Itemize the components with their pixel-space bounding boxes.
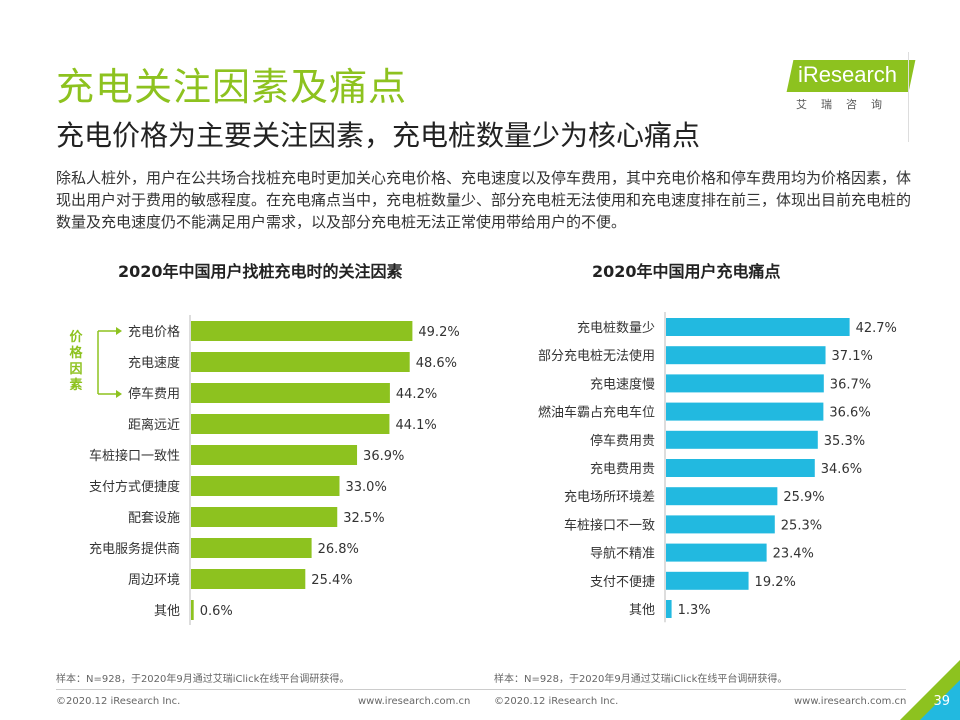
left-bar — [191, 538, 312, 558]
right-bar — [666, 515, 775, 534]
corner-decoration-blue — [920, 680, 960, 720]
right-bar — [666, 374, 824, 393]
left-bar — [191, 569, 306, 589]
page-subtitle: 充电价格为主要关注因素，充电桩数量少为核心痛点 — [56, 119, 701, 152]
left-bar — [191, 383, 390, 403]
right-value-label: 25.3% — [781, 518, 822, 533]
left-value-label: 33.0% — [346, 480, 387, 495]
left-category-label: 距离远近 — [128, 417, 180, 433]
right-value-label: 37.1% — [832, 349, 873, 364]
left-url: www.iresearch.com.cn — [358, 696, 471, 707]
left-category-label: 配套设施 — [128, 510, 180, 526]
right-value-label: 1.3% — [678, 603, 711, 618]
left-bar — [191, 445, 358, 465]
left-category-label: 充电价格 — [128, 324, 180, 340]
bracket-label-char: 价 — [69, 330, 83, 345]
right-category-label: 停车费用贵 — [590, 433, 655, 449]
right-url: www.iresearch.com.cn — [794, 696, 907, 707]
iresearch-logo: iResearch 艾瑞咨询 — [786, 50, 916, 112]
left-value-label: 44.1% — [395, 418, 436, 433]
bracket-top-arrow — [116, 327, 122, 335]
left-value-label: 44.2% — [396, 387, 437, 402]
left-bar — [191, 600, 194, 620]
right-category-label: 导航不精准 — [590, 546, 655, 562]
right-category-label: 充电费用贵 — [590, 461, 655, 477]
left-value-label: 25.4% — [311, 573, 352, 588]
bracket-label-char: 格 — [69, 345, 83, 361]
right-bar — [666, 600, 672, 618]
right-sample-note: 样本：N=928，于2020年9月通过艾瑞iClick在线平台调研获得。 — [494, 674, 788, 685]
page-title: 充电关注因素及痛点 — [56, 65, 408, 109]
right-category-label: 充电场所环境差 — [564, 489, 655, 505]
left-chart-title: 2020年中国用户找桩充电时的关注因素 — [118, 262, 403, 281]
left-copyright: ©2020.12 iResearch Inc. — [56, 696, 181, 707]
left-value-label: 36.9% — [363, 449, 404, 464]
right-category-label: 支付不便捷 — [590, 575, 655, 590]
left-bar-chart: 充电价格 49.2% 充电速度 48.6% 停车费用 44.2% 距离远近 44.1% 车桩接口… — [89, 315, 460, 625]
bracket-label-char: 素 — [69, 377, 82, 393]
right-value-label: 23.4% — [773, 547, 814, 562]
right-category-label: 充电桩数量少 — [577, 320, 655, 336]
logo-divider — [908, 52, 909, 142]
right-value-label: 19.2% — [755, 575, 796, 590]
left-bar — [191, 507, 338, 527]
right-category-label: 其他 — [629, 603, 655, 618]
left-category-label: 充电速度 — [128, 355, 180, 371]
right-value-label: 36.7% — [830, 377, 871, 392]
right-bar — [666, 346, 826, 365]
left-bar — [191, 476, 340, 496]
right-value-label: 34.6% — [821, 462, 862, 477]
page-description: 除私人桩外，用户在公共场合找桩充电时更加关心充电价格、充电速度以及停车费用，其中… — [56, 169, 912, 231]
right-bar — [666, 402, 824, 421]
left-category-label: 停车费用 — [128, 386, 180, 402]
right-chart-title: 2020年中国用户充电痛点 — [592, 262, 781, 281]
right-value-label: 35.3% — [824, 434, 865, 449]
right-bar-chart: 充电桩数量少 42.7% 部分充电桩无法使用 37.1% 充电速度慢 36.7% 燃油车霸占… — [538, 312, 897, 623]
price-factor-bracket: 价格因素 — [69, 327, 122, 398]
right-category-label: 燃油车霸占充电车位 — [538, 405, 655, 421]
left-bar — [191, 414, 390, 434]
bracket-label-char: 因 — [69, 362, 82, 377]
logo-subtitle: 艾瑞咨询 — [796, 98, 896, 111]
left-bar — [191, 352, 410, 372]
left-category-label: 充电服务提供商 — [89, 541, 180, 557]
right-copyright: ©2020.12 iResearch Inc. — [494, 696, 619, 707]
right-bar — [666, 318, 850, 336]
right-bar — [666, 487, 778, 506]
footer-divider — [56, 689, 906, 690]
right-bar — [666, 571, 749, 590]
left-category-label: 周边环境 — [128, 573, 180, 588]
right-bar — [666, 430, 818, 449]
logo-text: iResearch — [798, 62, 898, 87]
page-number: 39 — [933, 694, 950, 709]
right-bar — [666, 543, 767, 562]
left-category-label: 车桩接口一致性 — [89, 448, 180, 464]
bracket-bottom-arrow — [116, 390, 122, 398]
left-bar — [191, 321, 413, 341]
right-category-label: 部分充电桩无法使用 — [538, 348, 655, 364]
left-sample-note: 样本：N=928，于2020年9月通过艾瑞iClick在线平台调研获得。 — [56, 674, 350, 685]
left-value-label: 0.6% — [200, 604, 233, 619]
left-value-label: 26.8% — [318, 542, 359, 557]
right-value-label: 42.7% — [856, 321, 897, 336]
right-value-label: 36.6% — [829, 406, 870, 421]
left-value-label: 49.2% — [418, 325, 459, 340]
left-category-label: 其他 — [154, 604, 180, 619]
left-value-label: 32.5% — [343, 511, 384, 526]
right-bar — [666, 459, 815, 477]
right-category-label: 车桩接口不一致 — [564, 517, 655, 533]
right-category-label: 充电速度慢 — [590, 376, 655, 392]
left-value-label: 48.6% — [416, 356, 457, 371]
left-category-label: 支付方式便捷度 — [89, 479, 180, 495]
right-value-label: 25.9% — [783, 490, 824, 505]
